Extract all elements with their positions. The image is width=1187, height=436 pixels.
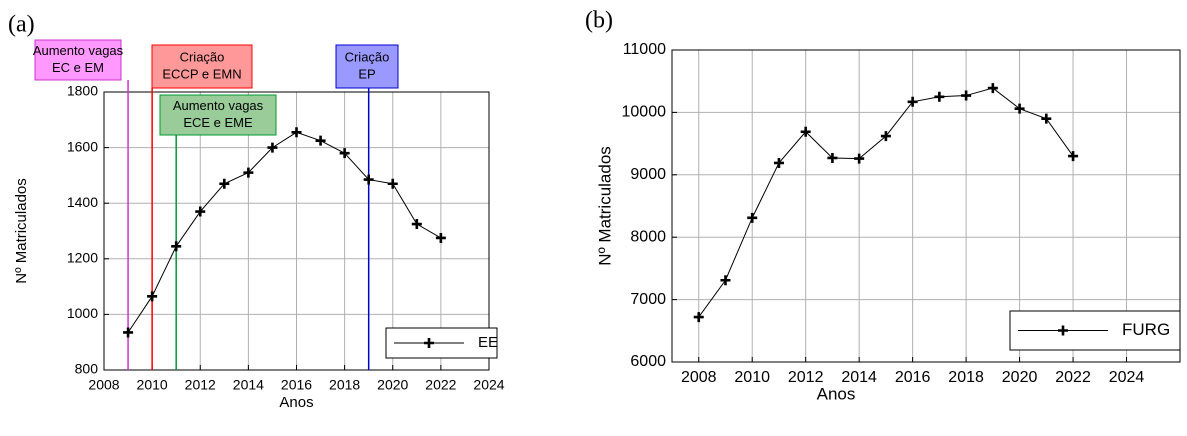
annotation-text: EP [358,66,375,81]
y-tick-label: 1600 [67,138,98,154]
legend-label: EE [478,334,498,351]
legend-marker [1058,325,1068,336]
panel-label: (a) [8,12,35,38]
x-axis-title: Anos [279,394,313,411]
legend-label: FURG [1122,320,1170,339]
x-tick-label: 2008 [88,377,119,393]
data-line [698,87,1074,318]
data-point [1014,103,1025,114]
data-point [267,142,278,153]
annotation-text: ECCP e EMN [162,66,241,81]
y-tick-label: 10000 [622,104,667,121]
data-point [243,167,254,178]
x-tick-label: 2012 [185,377,216,393]
annotation-text: Aumento vagas [33,43,124,58]
x-tick-label: 2018 [948,369,984,386]
annotation-text: EC e EM [52,60,104,75]
y-axis-title: Nº Matriculados [595,146,614,266]
x-tick-label: 2018 [329,377,360,393]
annotation-text: Criação [180,49,225,64]
plot-frame [103,91,490,371]
y-tick-label: 800 [75,361,99,377]
data-point [339,148,350,159]
x-tick-label: 2022 [1055,369,1091,386]
y-tick-label: 7000 [630,291,666,308]
data-point [291,127,302,138]
x-tick-label: 2020 [377,377,408,393]
y-tick-label: 11000 [623,41,666,58]
annotation-box [34,39,122,81]
data-point [987,83,998,94]
x-tick-label: 2016 [281,377,312,393]
data-line [127,131,442,333]
x-tick-label: 2022 [425,377,456,393]
data-point [827,152,838,163]
data-point [934,91,945,102]
x-tick-label: 2024 [1109,369,1145,386]
data-point [171,241,182,252]
x-tick-label: 2010 [734,369,770,386]
annotation-text: Aumento vagas [173,98,264,113]
x-axis-title: Anos [817,384,856,403]
data-point [123,327,134,338]
y-tick-label: 1000 [67,305,98,321]
data-point [147,291,158,302]
panel-label: (b) [585,8,613,34]
data-point [387,178,398,189]
x-tick-label: 2014 [841,369,877,386]
data-point [1041,113,1052,124]
data-point [1068,151,1079,162]
data-point [800,126,811,137]
data-point [880,131,891,142]
y-tick-label: 1800 [67,83,98,99]
annotation-text: ECE e EME [183,115,253,130]
data-point [747,212,758,223]
x-tick-label: 2008 [681,369,717,386]
x-tick-label: 2016 [895,369,931,386]
data-point [773,157,784,168]
data-point [363,174,374,185]
data-point [961,90,972,101]
annotation-box [159,94,277,136]
x-tick-label: 2024 [473,377,504,393]
data-point [435,232,446,243]
y-tick-label: 9000 [630,166,666,183]
annotation-text: Criação [345,49,390,64]
data-point [907,96,918,107]
data-point [854,153,865,164]
annotation-box [151,44,253,89]
x-tick-label: 2020 [1002,369,1038,386]
annotation-box [335,44,399,89]
data-point [315,135,326,146]
x-tick-label: 2010 [137,377,168,393]
data-point [720,275,731,286]
y-tick-label: 1200 [67,250,98,266]
y-tick-label: 8000 [630,228,666,245]
x-tick-label: 2014 [233,377,264,393]
y-tick-label: 6000 [630,353,666,370]
y-tick-label: 1400 [67,194,98,210]
data-point [411,219,422,230]
legend-marker [424,338,434,348]
data-point [219,178,230,189]
data-point [195,206,206,217]
plot-frame [671,49,1181,363]
data-point [693,312,704,323]
x-tick-label: 2012 [788,369,824,386]
y-axis-title: Nº Matriculados [13,178,30,284]
